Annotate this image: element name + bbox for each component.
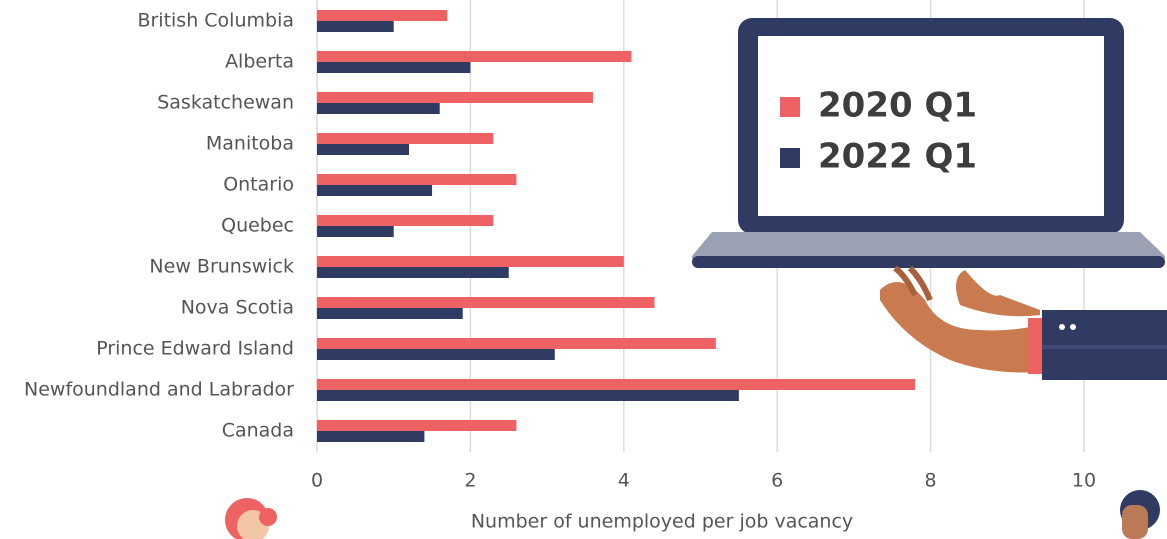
bar [317,297,655,308]
bar [317,10,448,21]
bar [317,379,916,390]
bar [317,431,425,442]
bar [317,51,632,62]
bar [317,420,517,431]
y-tick-label: Quebec [221,215,294,237]
laptop-illustration [692,18,1165,268]
bar [317,338,716,349]
y-tick-label: Prince Edward Island [96,338,294,360]
bar [317,308,463,319]
legend: 2020 Q1 2022 Q1 [780,86,977,177]
bar [317,92,594,103]
hand-illustration [880,265,1167,380]
bar [317,226,394,237]
y-tick-label: British Columbia [137,10,294,32]
y-tick-label: Canada [222,420,294,442]
bar [317,62,471,73]
y-tick-label: Alberta [225,51,294,73]
x-tick-label: 2 [464,470,476,492]
bar [317,103,440,114]
bar [317,185,433,196]
y-tick-label: Ontario [223,174,294,196]
y-tick-label: Saskatchewan [157,92,294,114]
bar [317,349,555,360]
x-tick-label: 0 [311,470,323,492]
legend-label: 2022 Q1 [818,137,977,177]
bar [317,21,394,32]
y-tick-label: Newfoundland and Labrador [24,379,294,401]
bar [317,256,624,267]
x-tick-label: 6 [771,470,783,492]
y-tick-label: Nova Scotia [181,297,294,319]
x-axis-label: Number of unemployed per job vacancy [471,511,853,533]
bar [317,144,410,155]
x-tick-label: 4 [618,470,630,492]
y-tick-label: New Brunswick [149,256,294,278]
person-illustration [225,490,1160,539]
bar [317,133,494,144]
bar [317,215,494,226]
bar [317,267,509,278]
bar [317,174,517,185]
legend-swatch [780,97,800,117]
legend-label: 2020 Q1 [818,86,977,126]
legend-swatch [780,148,800,168]
y-tick-label: Manitoba [206,133,294,155]
bar [317,390,739,401]
x-tick-label: 10 [1072,470,1096,492]
x-tick-label: 8 [925,470,937,492]
